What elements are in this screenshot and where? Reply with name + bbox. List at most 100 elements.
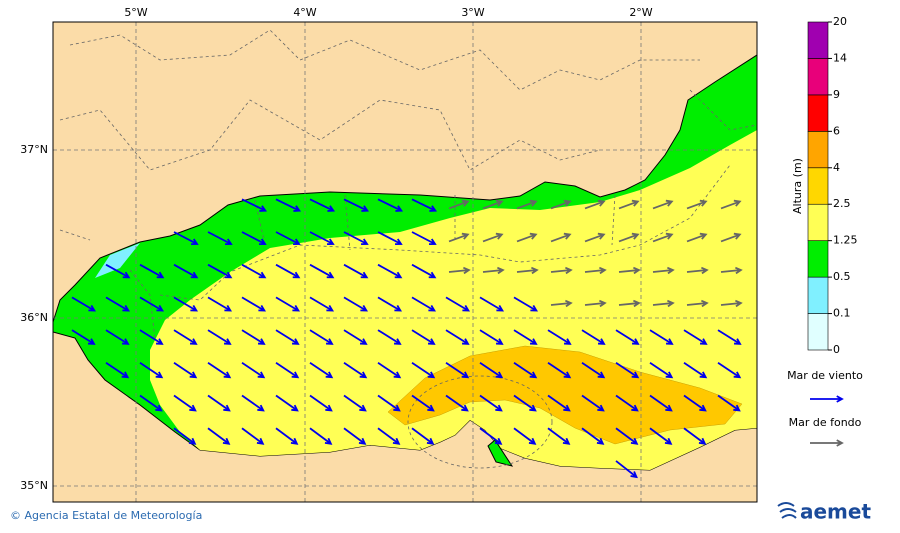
wave-arrow [309,394,333,412]
wave-arrow [241,362,266,379]
wave-arrow [550,199,572,210]
wave-arrow [309,427,333,445]
sea-zones [129,89,757,341]
wave-arrow [720,266,743,275]
wave-arrow [411,329,436,345]
wave-arrow [581,394,605,412]
wave-arrow [71,296,97,312]
colorbar-label: 1.25 [833,234,858,247]
wave-arrow [649,362,674,379]
wave-arrow [615,329,640,345]
wave-arrow [241,427,265,445]
wave-arrow [550,266,573,275]
colorbar-label: 4 [833,161,840,174]
wave-arrow [618,299,641,308]
wave-arrow [550,299,573,308]
wave-arrow [309,329,334,345]
wave-arrow [411,394,435,412]
wave-arrow [241,263,267,279]
land-borders [59,29,700,241]
wave-arrow [343,394,367,412]
colorbar-label: 14 [833,51,847,64]
wave-arrow [479,394,503,412]
wave-arrow [139,394,163,412]
wave-arrow [448,199,470,210]
sea-lightblue [95,243,140,278]
wave-arrow [275,263,301,279]
wave-arrow [71,329,96,345]
wave-arrow [173,231,199,246]
map-frame [52,21,758,503]
colorbar-label: 9 [833,88,840,101]
wave-arrow [377,263,403,279]
lon-label: 5°W [124,6,147,19]
wave-arrow [581,362,606,379]
wave-arrow [720,299,743,308]
colorbar-segment [807,203,829,241]
wave-arrow [411,296,437,312]
wave-arrow [479,427,503,445]
wave-arrow [683,394,707,412]
wave-arrow [581,427,605,445]
wave-arrow [343,329,368,345]
wave-arrow [173,263,199,279]
lat-label: 37°N [20,143,48,156]
wave-arrow [479,362,504,379]
wave-arrow [618,266,641,275]
wave-arrow [615,362,640,379]
legend-arrow [810,395,844,403]
wave-arrow [105,362,130,379]
wave-arrow [377,427,401,445]
wave-arrow [683,329,708,345]
wave-arrow [683,427,707,445]
wave-arrow [105,296,131,312]
logo: aemet [777,500,871,524]
wave-arrow [547,329,572,345]
wave-arrow [615,460,638,479]
wave-arrow [275,231,301,246]
wave-arrow [309,362,334,379]
wave-arrow [377,394,401,412]
wave-arrow [618,232,640,243]
wave-arrow [139,362,164,379]
colorbar-label: 6 [833,124,840,137]
wave-arrow [615,427,639,445]
islet [487,439,514,467]
wave-arrow [516,232,538,243]
colorbar-segment [807,58,829,96]
legend-label: Mar de viento [787,369,863,382]
wave-arrow [411,427,435,445]
wave-arrow [139,296,165,312]
legend-arrow [810,439,844,447]
logo-icon [777,502,797,519]
wave-arrow [309,198,336,212]
wave-arrow [513,427,537,445]
wave-arrow [105,329,130,345]
colorbar-title: Altura (m) [791,158,804,214]
wave-arrow [686,266,709,275]
wave-arrow [686,232,708,243]
wave-arrow [275,198,302,212]
wave-arrow [445,296,471,312]
wave-arrow [377,329,402,345]
colorbar-label: 0.1 [833,307,851,320]
wave-arrow [173,329,198,345]
wave-arrow [479,296,505,312]
colorbar-segment [807,313,829,351]
wave-arrow [207,362,232,379]
colorbar-segment [807,240,829,278]
wave-arrow [513,329,538,345]
colorbar-label: 0 [833,343,840,356]
wave-arrow [717,329,742,345]
wave-arrow [275,329,300,345]
colorbar-label: 20 [833,15,847,28]
wave-arrow [241,296,267,312]
legend-arrows [810,395,844,447]
colorbar-segment [807,276,829,314]
colorbar: 0 0.1 0.5 1.25 2.5 4 6 9 14 20 [807,15,858,356]
wave-arrow [547,427,571,445]
wave-arrow [547,394,571,412]
wave-arrow [377,296,403,312]
wave-arrow [649,329,674,345]
wave-arrow [411,362,436,379]
